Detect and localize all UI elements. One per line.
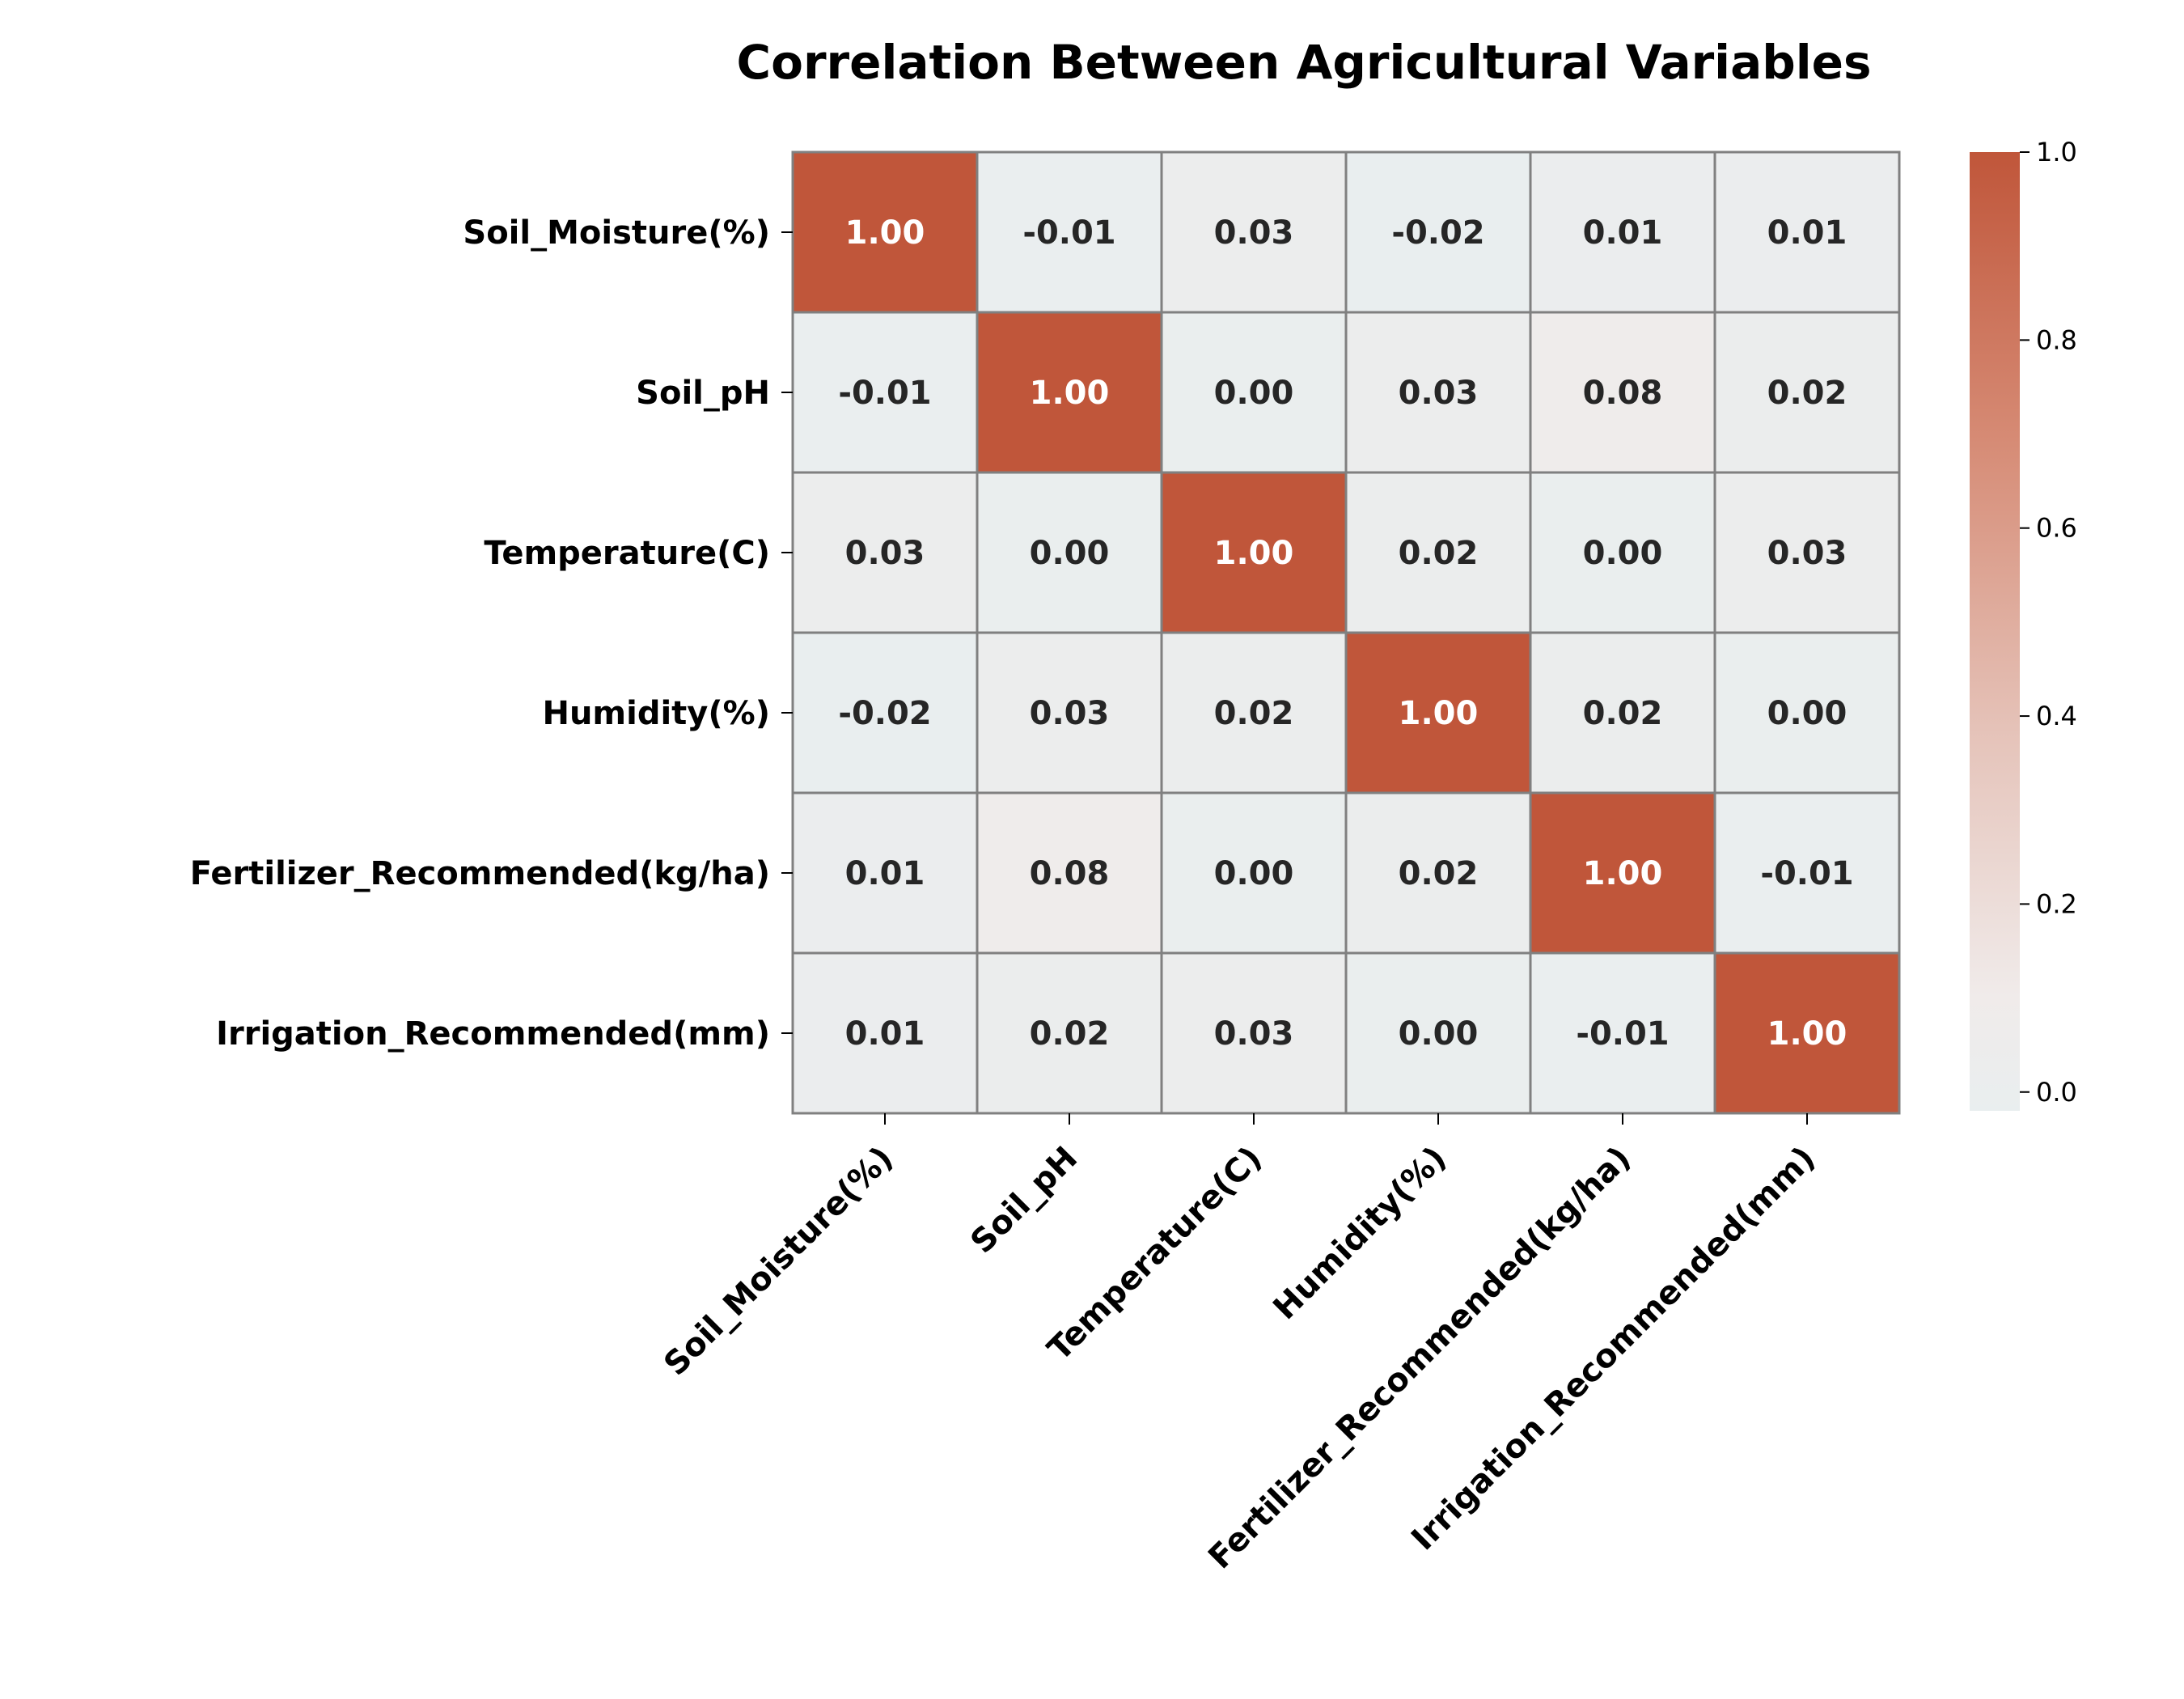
heatmap-cell-value: 0.02 [1583, 695, 1663, 732]
colorbar-tick-label: 0.4 [2036, 701, 2077, 731]
heatmap-cell-value: 0.02 [1399, 855, 1479, 892]
heatmap-cell [791, 631, 979, 794]
heatmap-cell [976, 631, 1163, 794]
colorbar-tick-label: 0.0 [2036, 1077, 2077, 1108]
heatmap-cell [1344, 791, 1532, 955]
heatmap-cell [976, 311, 1163, 474]
y-axis-labels: Soil_Moisture(%) Soil_pH Temperature(C) Hum… [190, 214, 793, 1053]
heatmap-cell-value: 0.01 [845, 855, 925, 892]
heatmap-cell-value: -0.01 [1022, 214, 1115, 252]
heatmap-cell [1529, 791, 1716, 955]
heatmap-cell [1529, 631, 1716, 794]
heatmap-cell-value: -0.02 [838, 695, 931, 732]
heatmap-cell-value: 0.00 [1583, 535, 1663, 572]
heatmap-cell-value: -0.01 [1576, 1015, 1669, 1053]
x-axis-tick-label: Humidity(%) [1266, 1140, 1454, 1328]
heatmap-cell-value: 1.00 [1030, 375, 1110, 412]
heatmap-cell [1713, 471, 1901, 634]
heatmap-cell-value: 0.03 [1767, 535, 1848, 572]
heatmap-cell-value: 1.00 [1214, 535, 1294, 572]
heatmap-cell [1160, 791, 1348, 955]
heatmap-cell [1160, 150, 1348, 314]
y-axis-tick-label: Fertilizer_Recommended(kg/ha) [190, 855, 770, 892]
heatmap-cell-value: 0.08 [1583, 375, 1663, 412]
y-axis-tick-label: Irrigation_Recommended(mm) [216, 1015, 770, 1053]
y-axis-tick-label: Humidity(%) [542, 695, 770, 732]
heatmap-cell-value: -0.01 [838, 375, 931, 412]
heatmap-cell [1529, 471, 1716, 634]
heatmap-cell-value: 0.03 [1214, 1015, 1294, 1053]
heatmap-cell [791, 791, 979, 955]
colorbar-tick-label: 0.8 [2036, 324, 2077, 355]
heatmap-cell [1344, 471, 1532, 634]
y-axis-tick-label: Temperature(C) [484, 535, 770, 572]
heatmap-cell-value: 0.02 [1399, 535, 1479, 572]
heatmap-cell [791, 150, 979, 314]
heatmap-cells: 1.00 -0.01 0.03 -0.02 0.01 0.01 -0.01 1.00 0.00 0… [791, 150, 1901, 1115]
heatmap-cell [976, 150, 1163, 314]
chart-title: Correlation Between Agricultural Variabl… [737, 35, 1872, 90]
x-axis-tick-label: Soil_pH [963, 1140, 1085, 1261]
heatmap-cell-value: 0.02 [1767, 375, 1848, 412]
heatmap-cell-value: 0.00 [1214, 855, 1294, 892]
heatmap-cell-value: 0.00 [1767, 695, 1848, 732]
heatmap-cell-value: 0.02 [1214, 695, 1294, 732]
heatmap-cell [1344, 311, 1532, 474]
heatmap-cell-value: 0.03 [845, 535, 925, 572]
heatmap-cell-value: 1.00 [1583, 855, 1663, 892]
y-axis-tick-label: Soil_Moisture(%) [463, 214, 770, 252]
heatmap-cell-value: 0.02 [1030, 1015, 1110, 1053]
heatmap-cell-value: 0.00 [1214, 375, 1294, 412]
heatmap-cell [791, 951, 979, 1115]
heatmap-cell [1713, 311, 1901, 474]
heatmap-cell-value: 0.01 [1583, 214, 1663, 252]
heatmap-cell [976, 471, 1163, 634]
colorbar-tick-label: 0.2 [2036, 888, 2077, 919]
x-axis-tick-label: Fertilizer_Recommended(kg/ha) [1201, 1140, 1638, 1577]
heatmap-cell-value: 0.01 [845, 1015, 925, 1053]
heatmap-cell [1344, 631, 1532, 794]
heatmap-cell-value: 0.01 [1767, 214, 1848, 252]
x-axis-tick-label: Irrigation_Recommended(mm) [1404, 1140, 1822, 1558]
heatmap-cell [1713, 951, 1901, 1115]
heatmap-cell [1713, 150, 1901, 314]
heatmap-cell [1160, 631, 1348, 794]
heatmap-cell [1713, 631, 1901, 794]
heatmap-cell-value: 0.00 [1399, 1015, 1479, 1053]
heatmap-cell-value: 1.00 [1767, 1015, 1848, 1053]
y-axis-tick-label: Soil_pH [636, 375, 770, 412]
heatmap-cell-value: 1.00 [845, 214, 925, 252]
colorbar-gradient [1970, 152, 2020, 1111]
colorbar: 0.0 0.2 0.4 0.6 0.8 1.0 [1970, 137, 2077, 1111]
heatmap-cell-value: 0.08 [1030, 855, 1110, 892]
heatmap-cell-value: -0.01 [1760, 855, 1853, 892]
colorbar-tick-label: 0.6 [2036, 513, 2077, 544]
colorbar-tick-label: 1.0 [2036, 137, 2077, 167]
heatmap-cell-value: 0.03 [1399, 375, 1479, 412]
heatmap-cell-value: -0.02 [1391, 214, 1484, 252]
heatmap-cell-value: 0.00 [1030, 535, 1110, 572]
heatmap-cell-value: 1.00 [1399, 695, 1479, 732]
heatmap-cell-value: 0.03 [1214, 214, 1294, 252]
heatmap-cell [1529, 951, 1716, 1115]
x-axis-labels: Soil_Moisture(%) Soil_pHTemperature(C)Hum… [657, 1113, 1822, 1576]
heatmap-cell-value: 0.03 [1030, 695, 1110, 732]
heatmap-cell [1713, 791, 1901, 955]
x-axis-tick-label: Soil_Moisture(%) [657, 1140, 900, 1383]
heatmap-cell [1344, 150, 1532, 314]
